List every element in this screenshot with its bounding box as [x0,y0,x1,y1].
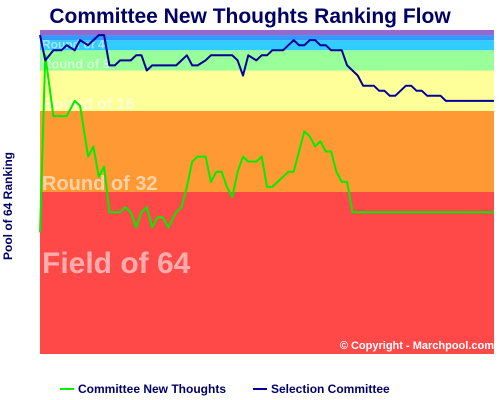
copyright-text: © Copyright - Marchpool.com [340,340,494,352]
legend-label-1: Selection Committee [271,382,390,396]
series-line-1 [39,34,494,102]
legend: Committee New Thoughts Selection Committe… [60,382,390,396]
y-axis-label: Pool of 64 Ranking [1,152,15,260]
band-6 [40,30,494,36]
band-label-3: Round of 8 [42,57,110,72]
band-label-2: Round of 16 [42,96,135,113]
series-layer [39,34,494,233]
band-4 [40,40,494,51]
band-labels-layer: Field of 64 Round of 32 Round of 16 Round o… [42,37,191,280]
band-0 [40,192,494,354]
chart-title: Committee New Thoughts Ranking Flow [49,5,451,28]
band-label-0: Field of 64 [42,247,191,280]
band-5 [40,35,494,41]
band-1 [40,111,494,192]
legend-label-0: Committee New Thoughts [78,382,226,396]
band-label-1: Round of 32 [42,173,158,195]
band-label-4: Round of 4 [42,37,105,51]
series-line-0 [39,54,494,233]
